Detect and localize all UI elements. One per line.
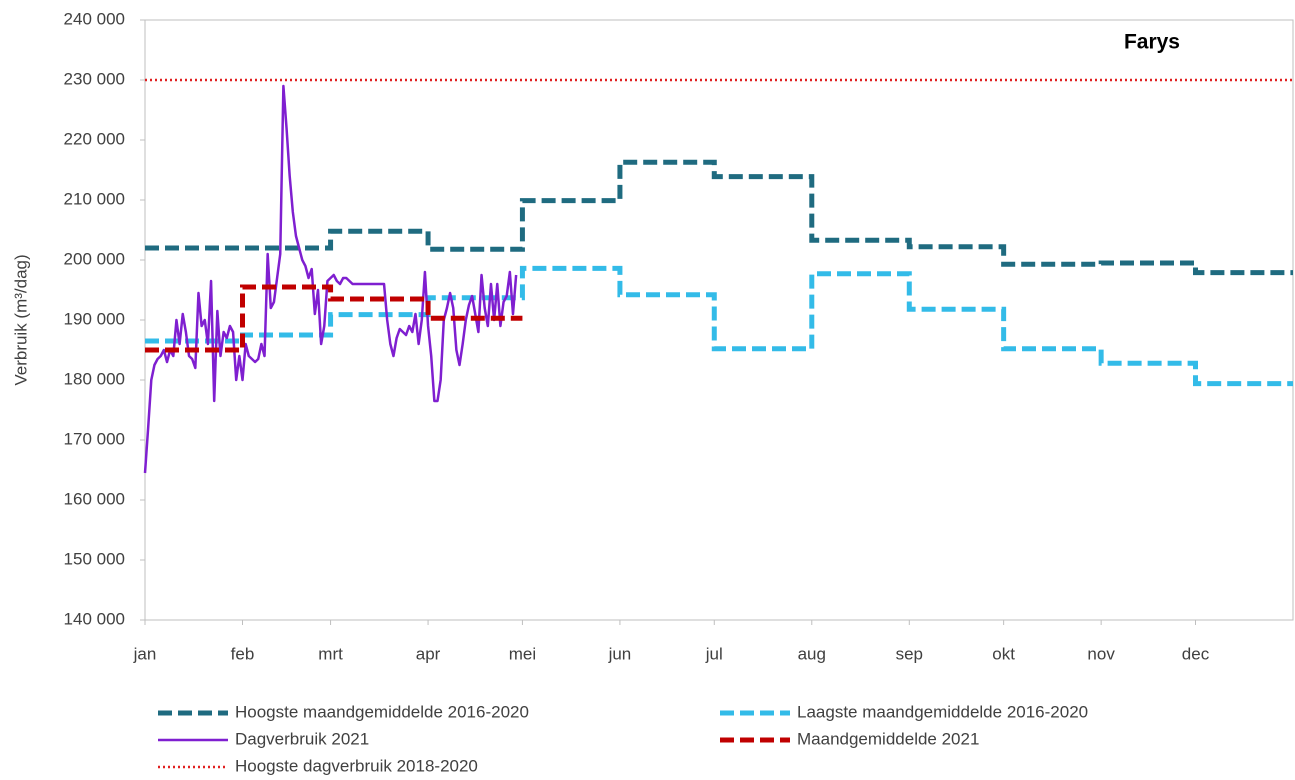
line <box>143 84 518 474</box>
legend-label: Dagverbruik 2021 <box>235 729 369 748</box>
x-tick-label: dec <box>1182 644 1210 663</box>
x-tick-label: mei <box>509 644 536 663</box>
step-line <box>145 265 1293 387</box>
x-tick-label: apr <box>416 644 441 663</box>
y-tick-label: 220 000 <box>64 129 125 148</box>
plot-area <box>144 19 1294 621</box>
x-tick-label: aug <box>798 644 826 663</box>
x-tick-label: jan <box>133 644 157 663</box>
x-tick-label: mrt <box>318 644 343 663</box>
y-tick-label: 180 000 <box>64 369 125 388</box>
y-tick-label: 170 000 <box>64 429 125 448</box>
x-tick-label: jul <box>705 644 723 663</box>
y-axis-label: Verbruik (m³/dag) <box>11 254 30 385</box>
legend-label: Maandgemiddelde 2021 <box>797 729 979 748</box>
y-tick-label: 140 000 <box>64 609 125 628</box>
x-tick-label: feb <box>231 644 255 663</box>
x-tick-label: nov <box>1087 644 1115 663</box>
y-tick-label: 230 000 <box>64 69 125 88</box>
legend-label: Hoogste maandgemiddelde 2016-2020 <box>235 702 529 721</box>
step-line <box>145 159 1293 276</box>
y-tick-label: 200 000 <box>64 249 125 268</box>
y-tick-label: 190 000 <box>64 309 125 328</box>
y-tick-label: 160 000 <box>64 489 125 508</box>
legend-label: Hoogste dagverbruik 2018-2020 <box>235 756 478 775</box>
x-tick-label: jun <box>608 644 632 663</box>
step-line <box>145 284 523 353</box>
y-tick-label: 210 000 <box>64 189 125 208</box>
legend-label: Laagste maandgemiddelde 2016-2020 <box>797 702 1088 721</box>
y-tick-label: 150 000 <box>64 549 125 568</box>
y-tick-label: 240 000 <box>64 9 125 28</box>
x-tick-label: sep <box>896 644 923 663</box>
x-tick-label: okt <box>992 644 1015 663</box>
chart-title: Farys <box>1124 31 1180 54</box>
